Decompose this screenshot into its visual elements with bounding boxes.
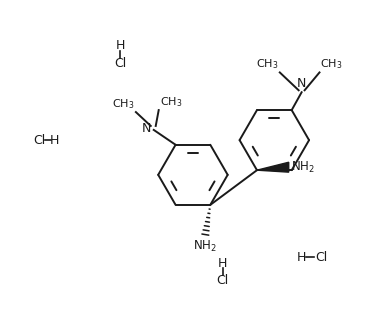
Text: NH$_2$: NH$_2$ — [193, 239, 217, 254]
Text: CH$_3$: CH$_3$ — [256, 58, 279, 71]
Text: CH$_3$: CH$_3$ — [321, 58, 343, 71]
Text: H: H — [218, 256, 227, 269]
Text: Cl: Cl — [114, 57, 127, 70]
Text: CH$_3$: CH$_3$ — [160, 95, 182, 109]
Text: H: H — [296, 250, 306, 264]
Text: NH$_2$: NH$_2$ — [291, 160, 315, 175]
Text: CH$_3$: CH$_3$ — [112, 97, 135, 111]
Text: Cl: Cl — [33, 134, 45, 147]
Text: N: N — [297, 77, 306, 90]
Polygon shape — [257, 162, 289, 172]
Text: Cl: Cl — [217, 274, 229, 287]
Text: H: H — [49, 134, 59, 147]
Text: N: N — [141, 122, 151, 135]
Text: Cl: Cl — [315, 250, 327, 264]
Text: H: H — [116, 39, 125, 52]
